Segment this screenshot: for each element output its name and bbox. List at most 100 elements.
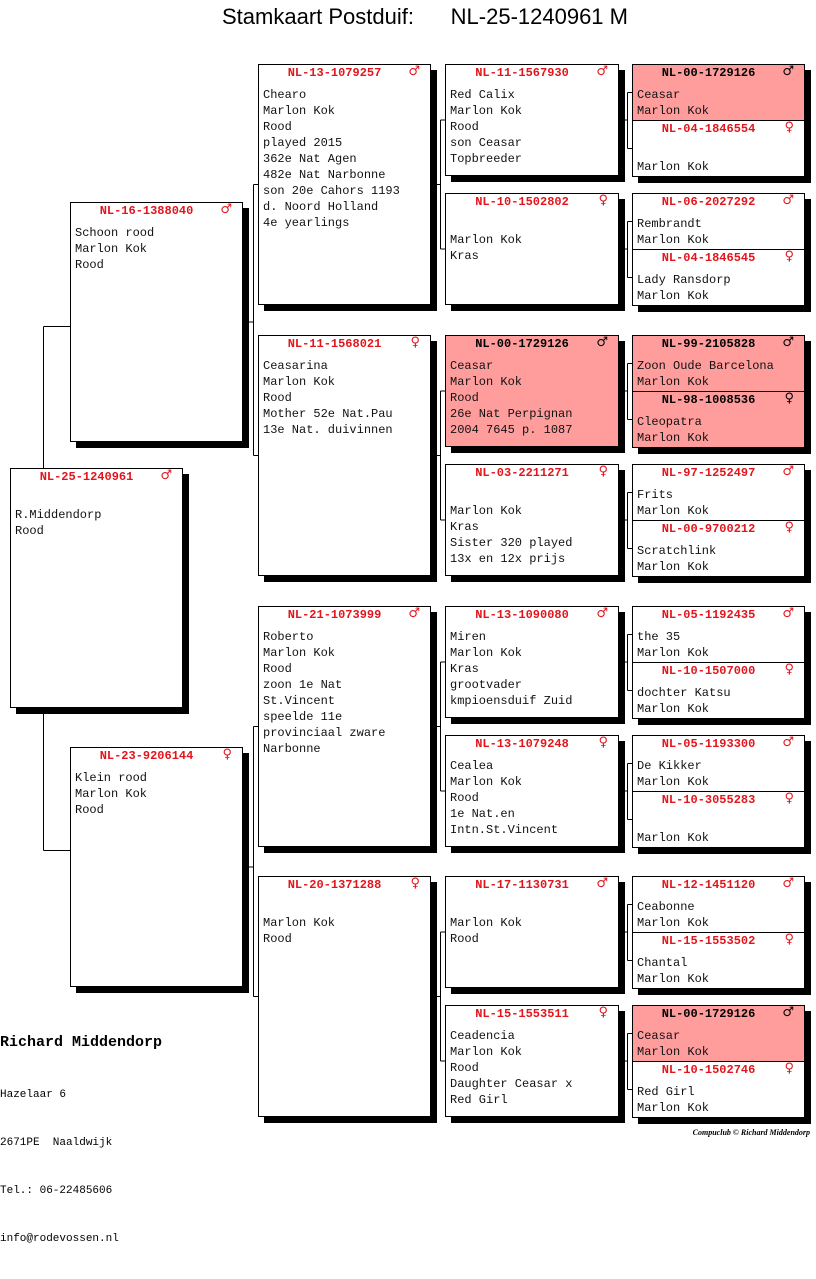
pigeon-info-line: Schoon rood	[75, 226, 155, 240]
pigeon-info-line: Marlon Kok	[450, 104, 523, 118]
pigeon-info-line: Ceasarina	[263, 359, 328, 373]
pigeon-info-line: Rood	[450, 120, 479, 134]
ring-number: NL-04-1846545	[661, 251, 756, 265]
pigeon-info-line	[637, 814, 709, 830]
female-icon: ♀	[598, 193, 608, 208]
pigeon-info-line: Marlon Kok	[637, 916, 710, 930]
male-icon: ♂	[782, 64, 794, 79]
ring-number: NL-12-1451120	[661, 878, 756, 892]
pigeon-card: NL-13-1079257 ♂ Chearo Marlon Kok Rood played…	[258, 64, 431, 305]
pigeon-info-line: d. Noord Holland	[263, 200, 379, 214]
pigeon-card: NL-05-1192435 ♂ the 35 Marlon Kok	[632, 606, 805, 663]
pigeon-card-header: NL-15-1553502 ♀	[633, 932, 804, 949]
ring-number: NL-03-2211271	[475, 466, 569, 480]
pigeon-info-line: Rood	[263, 932, 292, 946]
pigeon-info-line: Rood	[15, 524, 44, 538]
pigeon-info-line: Rood	[263, 391, 292, 405]
pigeon-info-line: Marlon Kok	[450, 646, 523, 660]
pigeon-info-line: St.Vincent	[263, 694, 336, 708]
male-icon: ♂	[408, 64, 420, 79]
pigeon-card-header: NL-25-1240961 ♂	[11, 468, 182, 485]
male-icon: ♂	[596, 335, 608, 350]
pigeon-info-line: Marlon Kok	[450, 775, 523, 789]
pigeon-info-line: Mother 52e Nat.Pau	[263, 407, 393, 421]
pigeon-info-line: the 35	[637, 630, 681, 644]
pigeon-info-line: Miren	[450, 630, 487, 644]
pigeon-card: NL-03-2211271 ♀ Marlon Kok Kras Sister 320 p…	[445, 464, 619, 576]
pigeon-info-line: son 20e Cahors 1193	[263, 184, 400, 198]
male-icon: ♂	[160, 468, 172, 483]
pigeon-card: NL-16-1388040 ♂ Schoon rood Marlon Kok Rood	[70, 202, 243, 442]
ring-number: NL-10-1507000	[661, 664, 756, 678]
pigeon-card-header: NL-00-9700212 ♀	[633, 520, 804, 537]
pigeon-card: NL-00-1729126 ♂ Ceasar Marlon Kok Rood 26e Na…	[445, 335, 619, 447]
pigeon-card: NL-97-1252497 ♂ Frits Marlon Kok	[632, 464, 805, 521]
pigeon-info-line	[450, 216, 522, 232]
ring-number: NL-05-1192435	[661, 608, 756, 622]
female-icon: ♀	[784, 391, 794, 406]
ring-number: NL-13-1079248	[475, 737, 569, 751]
pigeon-card-header: NL-16-1388040 ♂	[71, 202, 242, 219]
pigeon-card: NL-04-1846554 ♀ Marlon Kok	[632, 120, 805, 177]
ring-number: NL-13-1090080	[475, 608, 569, 622]
pigeon-info-line: Marlon Kok	[263, 646, 336, 660]
female-icon: ♀	[784, 249, 794, 264]
pigeon-info-line: Red Girl	[637, 1085, 695, 1099]
pigeon-info-line: Marlon Kok	[75, 242, 148, 256]
pigeon-card: NL-99-2105828 ♂ Zoon Oude Barcelona Marlon …	[632, 335, 805, 392]
pigeon-card-header: NL-99-2105828 ♂	[633, 335, 804, 352]
pigeon-card: NL-10-3055283 ♀ Marlon Kok	[632, 791, 805, 848]
female-icon: ♀	[598, 735, 608, 750]
male-icon: ♂	[782, 193, 794, 208]
pigeon-info-line: 1e Nat.en	[450, 807, 515, 821]
pigeon-info-line: De Kikker	[637, 759, 702, 773]
pigeon-info-line: Lady Ransdorp	[637, 273, 731, 287]
pigeon-info-line	[450, 899, 522, 915]
pigeon-info-line: played 2015	[263, 136, 343, 150]
pigeon-info-line: Narbonne	[263, 742, 321, 756]
ring-number: NL-15-1553502	[661, 934, 756, 948]
pigeon-card-header: NL-00-1729126 ♂	[446, 335, 618, 352]
pigeon-info-line: Intn.St.Vincent	[450, 823, 559, 837]
pigeon-card-header: NL-10-1502802 ♀	[446, 193, 618, 210]
female-icon: ♀	[222, 747, 232, 762]
female-icon: ♀	[784, 1061, 794, 1076]
pigeon-card: NL-10-1507000 ♀ dochter Katsu Marlon Kok	[632, 662, 805, 719]
pigeon-card: NL-13-1079248 ♀ Cealea Marlon Kok Rood 1e Nat…	[445, 735, 619, 847]
ring-number: NL-10-1502746	[661, 1063, 756, 1077]
pigeon-info-line: Kras	[450, 520, 479, 534]
pigeon-info-line: Marlon Kok	[637, 504, 710, 518]
pigeon-info-line: 482e Nat Narbonne	[263, 168, 386, 182]
pigeon-card: NL-15-1553511 ♀ Ceadencia Marlon Kok Rood Dau…	[445, 1005, 619, 1117]
pigeon-info-line: Marlon Kok	[637, 646, 710, 660]
software-credit: Compuclub © Richard Middendorp	[692, 1128, 810, 1137]
pigeon-info-line: Frits	[637, 488, 674, 502]
pigeon-card: NL-10-1502802 ♀ Marlon Kok Kras	[445, 193, 619, 305]
ring-number: NL-13-1079257	[287, 66, 382, 80]
pigeon-info-line: Marlon Kok	[637, 289, 710, 303]
pigeon-card-header: NL-05-1193300 ♂	[633, 735, 804, 752]
pigeon-info-line: Rood	[263, 120, 292, 134]
ring-number: NL-97-1252497	[661, 466, 756, 480]
pigeon-card: NL-06-2027292 ♂ Rembrandt Marlon Kok	[632, 193, 805, 250]
female-icon: ♀	[784, 932, 794, 947]
pigeon-card-header: NL-15-1553511 ♀	[446, 1005, 618, 1022]
pedigree-connectors	[43, 92, 632, 1090]
pigeon-card-subject: NL-25-1240961 ♂ R.Middendorp Rood	[10, 468, 183, 708]
pigeon-info-line: 4e yearlings	[263, 216, 350, 230]
male-icon: ♂	[596, 606, 608, 621]
pigeon-info-line: Marlon Kok	[637, 233, 710, 247]
pigeon-card-header: NL-13-1079248 ♀	[446, 735, 618, 752]
pigeon-info-line: Chearo	[263, 88, 307, 102]
pigeon-card-header: NL-21-1073999 ♂	[259, 606, 430, 623]
pigeon-card: NL-23-9206144 ♀ Klein rood Marlon Kok Rood	[70, 747, 243, 987]
pigeon-card: NL-04-1846545 ♀ Lady Ransdorp Marlon Kok	[632, 249, 805, 306]
ring-number: NL-11-1567930	[475, 66, 569, 80]
pigeon-card-header: NL-11-1567930 ♂	[446, 64, 618, 81]
ring-number: NL-17-1130731	[475, 878, 569, 892]
pigeon-info-line: Rembrandt	[637, 217, 702, 231]
pigeon-info-line: provinciaal zware	[263, 726, 386, 740]
pigeon-info-line: grootvader	[450, 678, 523, 692]
pigeon-info-line: Marlon Kok	[637, 560, 710, 574]
pigeon-info-line: Marlon Kok	[637, 702, 710, 716]
